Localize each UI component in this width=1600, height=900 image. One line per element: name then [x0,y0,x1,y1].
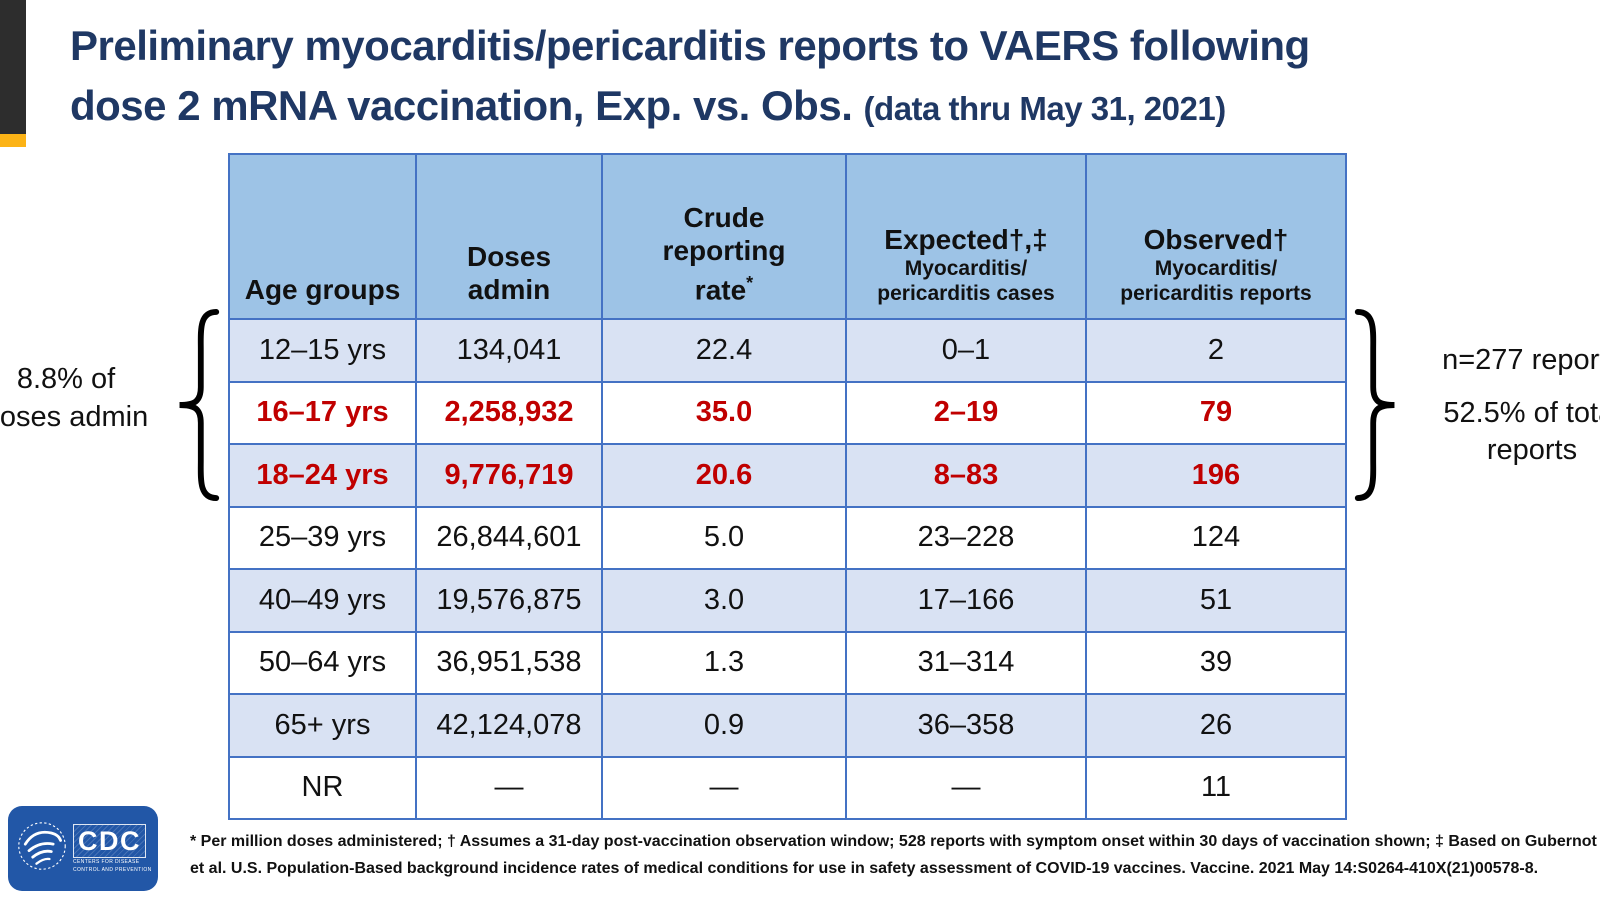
cell-observed: 26 [1085,693,1347,758]
hhs-eagle-icon [16,816,68,881]
cell-age-group: 65+ yrs [228,693,417,758]
cell-observed: 39 [1085,630,1347,695]
rate-footnote-marker: * [746,272,754,293]
cell-doses-admin: 19,576,875 [415,568,603,633]
cell-age-group: 16–17 yrs [228,380,417,445]
table-row: NR — — — 11 [228,755,1347,820]
cell-crude-rate: 20.6 [601,443,847,508]
cdc-subtext-1: CENTERS FOR DISEASE [73,858,140,865]
cell-expected: — [845,755,1087,820]
title-line-2-main: dose 2 mRNA vaccination, Exp. vs. Obs. [70,82,853,129]
cell-age-group: 18–24 yrs [228,443,417,508]
cell-crude-rate: 1.3 [601,630,847,695]
cell-expected: 2–19 [845,380,1087,445]
footnote-line-2: et al. U.S. Population-Based background … [190,860,1539,877]
cell-age-group: NR [228,755,417,820]
cell-observed: 11 [1085,755,1347,820]
right-curly-brace-icon [1350,306,1408,504]
right-annotation: n=277 reports 52.5% of total reports [1412,342,1600,469]
cdc-wordmark: CDC CENTERS FOR DISEASE CONTROL AND PREV… [73,823,152,874]
table-row: 16–17 yrs 2,258,932 35.0 2–19 79 [228,380,1347,445]
cell-crude-rate: 3.0 [601,568,847,633]
col-header-expected: Expected†,‡ Myocarditis/ pericarditis ca… [845,153,1087,320]
table-row: 25–39 yrs 26,844,601 5.0 23–228 124 [228,505,1347,570]
left-curly-brace-icon [166,306,224,504]
left-annotation: 8.8% of doses admin [0,360,152,436]
cell-crude-rate: — [601,755,847,820]
cell-observed: 51 [1085,568,1347,633]
left-annotation-line-1: 8.8% of [16,363,116,395]
table-row: 40–49 yrs 19,576,875 3.0 17–166 51 [228,568,1347,633]
accent-bar-gold [0,134,26,147]
cell-expected: 31–314 [845,630,1087,695]
cell-age-group: 50–64 yrs [228,630,417,695]
cdc-logo: CDC CENTERS FOR DISEASE CONTROL AND PREV… [8,806,158,891]
right-annotation-percent: 52.5% of total reports [1443,397,1600,466]
cell-doses-admin: 36,951,538 [415,630,603,695]
cell-doses-admin: 134,041 [415,318,603,383]
title-date-note: (data thru May 31, 2021) [863,90,1227,127]
footnote-line-1: * Per million doses administered; † Assu… [190,833,1597,850]
cell-doses-admin: 9,776,719 [415,443,603,508]
title-line-1: Preliminary myocarditis/pericarditis rep… [70,22,1310,69]
cell-doses-admin: 42,124,078 [415,693,603,758]
col-header-observed: Observed† Myocarditis/ pericarditis repo… [1085,153,1347,320]
col-header-age-groups: Age groups [228,153,417,320]
footnote: * Per million doses administered; † Assu… [190,828,1597,882]
cell-observed: 79 [1085,380,1347,445]
table-row: 50–64 yrs 36,951,538 1.3 31–314 39 [228,630,1347,695]
cell-expected: 8–83 [845,443,1087,508]
cell-expected: 0–1 [845,318,1087,383]
cell-crude-rate: 0.9 [601,693,847,758]
header-row: Age groups Doses admin Crude reporting r… [228,153,1347,320]
table-row: 18–24 yrs 9,776,719 20.6 8–83 196 [228,443,1347,508]
cell-expected: 23–228 [845,505,1087,570]
cell-observed: 196 [1085,443,1347,508]
cell-crude-rate: 22.4 [601,318,847,383]
cell-expected: 36–358 [845,693,1087,758]
cell-crude-rate: 5.0 [601,505,847,570]
title-line-2: dose 2 mRNA vaccination, Exp. vs. Obs. (… [70,76,1580,139]
table-row: 12–15 yrs 134,041 22.4 0–1 2 [228,318,1347,383]
cell-observed: 2 [1085,318,1347,383]
cell-age-group: 25–39 yrs [228,505,417,570]
page-title: Preliminary myocarditis/pericarditis rep… [70,16,1580,139]
data-table: Age groups Doses admin Crude reporting r… [228,153,1347,820]
cell-doses-admin: 26,844,601 [415,505,603,570]
cell-age-group: 40–49 yrs [228,568,417,633]
col-header-crude-reporting-rate: Crude reporting rate* [601,153,847,320]
right-annotation-count: n=277 reports [1442,344,1600,376]
vaers-table: Age groups Doses admin Crude reporting r… [228,153,1347,820]
cell-observed: 124 [1085,505,1347,570]
cdc-acronym: CDC [73,823,146,858]
accent-bar-dark [0,0,26,134]
cell-crude-rate: 35.0 [601,380,847,445]
left-annotation-line-2: doses admin [0,401,149,433]
col-header-doses-admin: Doses admin [415,153,603,320]
cell-doses-admin: 2,258,932 [415,380,603,445]
cell-age-group: 12–15 yrs [228,318,417,383]
cell-doses-admin: — [415,755,603,820]
cdc-subtext-2: CONTROL AND PREVENTION [73,866,152,873]
table-row: 65+ yrs 42,124,078 0.9 36–358 26 [228,693,1347,758]
cell-expected: 17–166 [845,568,1087,633]
